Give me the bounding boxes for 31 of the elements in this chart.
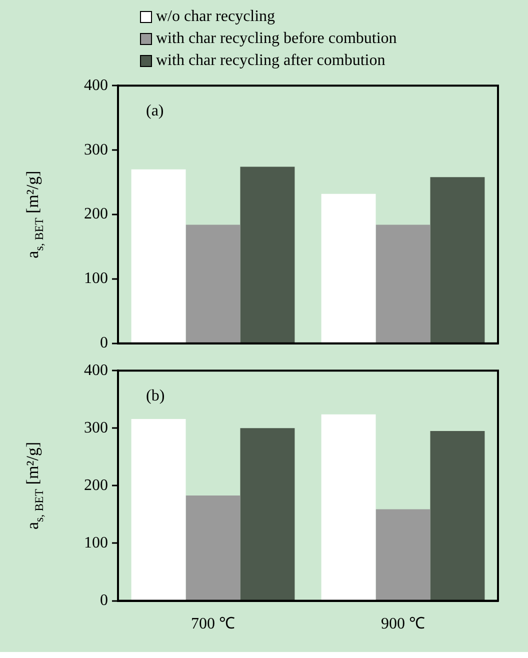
bar (131, 169, 186, 343)
bar (430, 177, 485, 343)
y-tick-label: 400 (84, 76, 108, 94)
bar (240, 166, 295, 343)
x-tick-label: 700 ℃ (191, 616, 235, 633)
bar (321, 194, 376, 343)
bar (240, 428, 295, 600)
legend-label: w/o char recycling (156, 7, 276, 27)
legend-label: with char recycling before combution (156, 29, 397, 49)
y-tick-label: 400 (84, 362, 108, 379)
y-tick-label: 200 (84, 476, 108, 494)
y-tick-label: 100 (84, 534, 108, 552)
y-tick-label: 300 (84, 141, 108, 158)
bar (376, 509, 430, 600)
y-tick-label: 300 (84, 419, 108, 436)
x-tick-label: 900 ℃ (381, 616, 425, 633)
y-axis-title: as, BET [m²/g] (23, 442, 46, 530)
y-axis-title: as, BET [m²/g] (23, 170, 46, 258)
y-tick-label: 100 (84, 270, 108, 288)
y-tick-label: 0 (100, 334, 108, 352)
bar (186, 224, 240, 343)
bar (131, 418, 186, 600)
y-tick-label: 0 (100, 592, 108, 610)
bar (186, 495, 240, 600)
bar (321, 414, 376, 600)
legend-label: with char recycling after combution (156, 51, 386, 71)
y-tick-label: 200 (84, 206, 108, 223)
annotation: (a) (146, 102, 164, 120)
bar (430, 431, 485, 600)
bar (376, 224, 430, 343)
annotation: (b) (146, 388, 165, 405)
